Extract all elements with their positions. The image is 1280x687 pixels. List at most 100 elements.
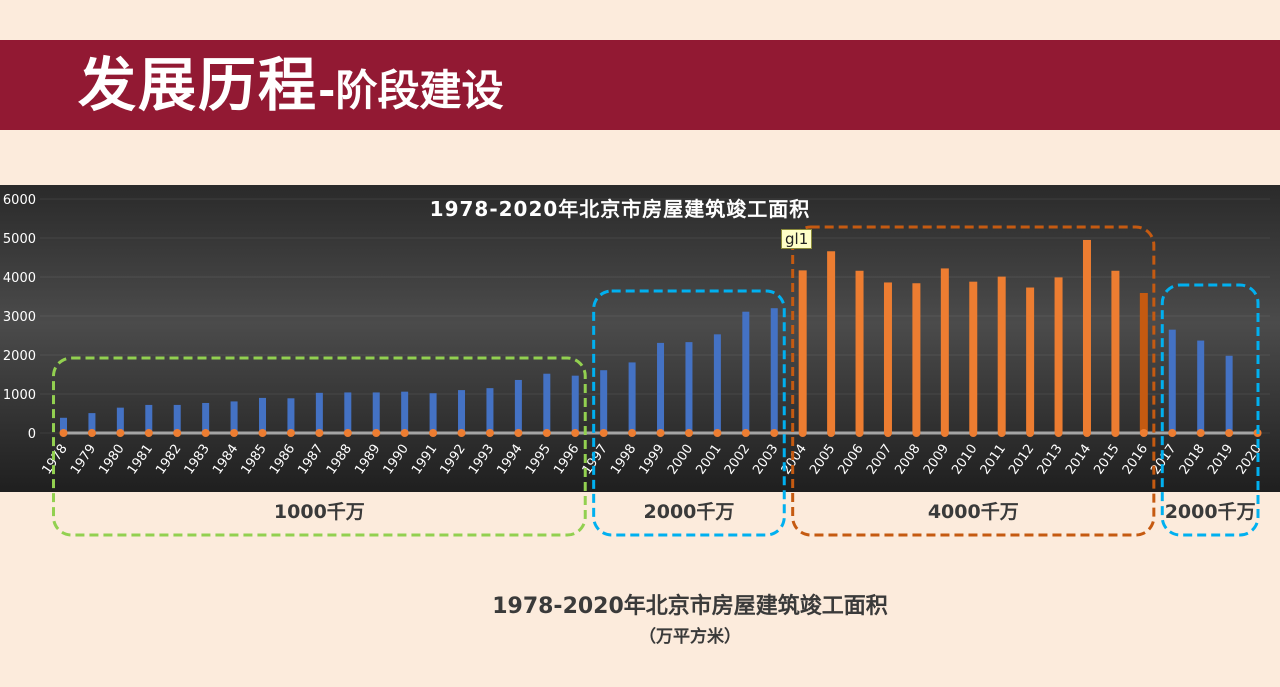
point-2004 (798, 429, 807, 437)
x-tick-label: 1991 (409, 442, 440, 478)
point-1993 (485, 429, 494, 437)
bar-2006 (855, 270, 864, 433)
bar-1999 (657, 342, 665, 433)
point-1996 (571, 429, 580, 437)
x-tick-label: 2013 (1035, 442, 1066, 478)
point-2010 (969, 429, 978, 437)
x-tick-label: 2001 (693, 442, 724, 478)
bar-2017 (1168, 329, 1176, 433)
point-2006 (855, 429, 864, 437)
x-tick-label: 1986 (267, 442, 298, 478)
page-title-main: 发展历程 (78, 51, 319, 119)
x-tick-label: 2002 (722, 442, 753, 478)
point-1984 (230, 429, 239, 437)
bar-2011 (997, 276, 1006, 433)
point-1982 (173, 429, 182, 437)
point-2019 (1225, 429, 1234, 437)
x-tick-label: 1989 (352, 442, 383, 478)
bar-1979 (88, 413, 96, 433)
bar-2016 (1139, 292, 1148, 433)
point-1992 (457, 429, 466, 437)
x-tick-label: 1980 (96, 442, 127, 478)
x-tick-label: 1994 (494, 442, 525, 478)
group-label: 2000千万 (1165, 501, 1256, 523)
x-tick-label: 1998 (608, 442, 639, 478)
x-tick-label: 2006 (836, 442, 867, 478)
point-2016 (1139, 429, 1148, 437)
y-tick-label: 0 (28, 427, 36, 442)
bar-2013 (1054, 277, 1063, 433)
bar-1989 (372, 392, 380, 433)
x-tick-label: 2008 (892, 442, 923, 478)
x-tick-label: 2000 (665, 442, 696, 478)
x-tick-label: 2016 (1120, 442, 1151, 478)
x-tick-label: 2014 (1063, 442, 1094, 478)
bar-2008 (912, 283, 921, 433)
x-tick-label: 1983 (182, 442, 213, 478)
x-tick-label: 1993 (466, 442, 497, 478)
x-tick-label: 1978 (40, 442, 71, 478)
bar-2014 (1082, 239, 1091, 433)
x-tick-label: 1981 (125, 442, 156, 478)
bar-1997 (600, 370, 608, 433)
point-2013 (1054, 429, 1063, 437)
point-2007 (883, 429, 892, 437)
point-2012 (1026, 429, 1035, 437)
bar-2003 (770, 308, 778, 433)
point-2011 (997, 429, 1006, 437)
y-tick-label: 5000 (3, 232, 36, 247)
point-1986 (286, 429, 295, 437)
chart-panel (0, 185, 1280, 492)
y-tick-label: 4000 (3, 271, 36, 286)
point-2002 (741, 429, 750, 437)
bar-1985 (259, 397, 267, 433)
x-tick-label: 2019 (1205, 442, 1236, 478)
group-box (592, 289, 786, 537)
point-1988 (343, 429, 352, 437)
bar-2005 (827, 251, 836, 433)
title-banner (0, 40, 1280, 130)
point-2000 (684, 429, 693, 437)
point-1979 (87, 429, 96, 437)
y-tick-label: 6000 (3, 193, 36, 208)
x-tick-label: 2018 (1177, 442, 1208, 478)
x-tick-label: 1995 (523, 442, 554, 478)
bar-2002 (742, 311, 750, 433)
x-tick-label: 1985 (239, 442, 270, 478)
point-1981 (144, 429, 153, 437)
bar-1993 (486, 388, 494, 433)
x-tick-label: 2003 (750, 442, 781, 478)
x-tick-label: 2004 (779, 442, 810, 478)
point-2018 (1196, 429, 1205, 437)
group-box (1160, 283, 1260, 537)
group-label: 1000千万 (274, 501, 365, 523)
point-1994 (514, 429, 523, 437)
point-2001 (713, 429, 722, 437)
point-2008 (912, 429, 921, 437)
x-tick-label: 1988 (324, 442, 355, 478)
bar-1986 (287, 398, 295, 433)
gl1-label: gl1 (781, 229, 813, 249)
page-title: 发展历程-阶段建设 (78, 38, 503, 122)
x-tick-label: 1999 (637, 442, 668, 478)
bar-1984 (230, 401, 238, 433)
y-tick-label: 3000 (3, 310, 36, 325)
bar-2010 (969, 281, 978, 433)
point-1989 (372, 429, 381, 437)
bar-1980 (116, 407, 124, 433)
point-2003 (770, 429, 779, 437)
bar-1988 (344, 392, 352, 433)
bar-2007 (883, 282, 892, 433)
bar-2000 (685, 342, 693, 433)
bar-2001 (713, 334, 721, 433)
point-1990 (400, 429, 409, 437)
x-tick-label: 2012 (1006, 442, 1037, 478)
group-box (52, 356, 587, 537)
bar-1996 (571, 375, 579, 433)
chart-unit: （万平方米） (639, 627, 741, 647)
bar-1987 (315, 392, 323, 433)
bar-1983 (202, 402, 210, 433)
point-2014 (1082, 429, 1091, 437)
bar-2009 (940, 268, 949, 433)
